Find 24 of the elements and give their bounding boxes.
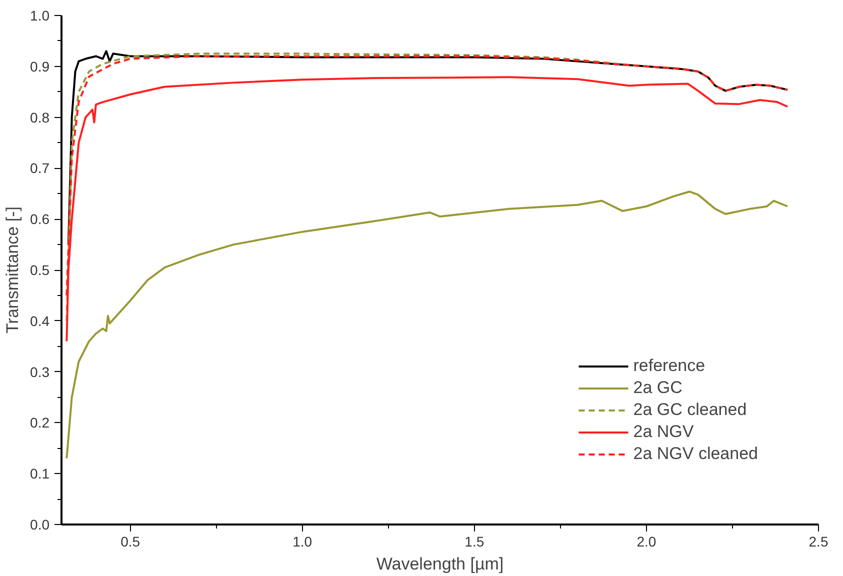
line-series (66, 190, 789, 460)
legend-label: 2a NGV cleaned (633, 444, 758, 464)
y-tick-label: 0.1 (30, 466, 50, 482)
y-tick-label: 0.9 (30, 58, 50, 74)
legend-label: 2a GC (633, 378, 682, 398)
y-tick-label: 0.6 (30, 211, 50, 228)
legend-label: 2a GC cleaned (633, 400, 747, 420)
y-tick-label: 0.8 (30, 109, 50, 126)
y-tick-label: 0.3 (30, 364, 50, 380)
x-tick-label: 0.5 (120, 534, 140, 550)
x-tick-label: 2.0 (636, 534, 656, 550)
x-axis-title: Wavelength [µm] (376, 554, 504, 574)
x-tick-label: 2.5 (808, 534, 828, 550)
y-tick-label: 0.0 (30, 516, 50, 532)
y-tick-label: 0.4 (30, 312, 50, 329)
y-tick-label: 0.2 (30, 414, 50, 431)
y-tick-label: 0.5 (30, 262, 50, 278)
y-tick-label: 0.7 (30, 160, 50, 176)
legend-label: 2a NGV (633, 422, 694, 442)
x-tick-label: 1.5 (464, 534, 484, 550)
y-tick-label: 1.0 (30, 8, 50, 24)
y-axis-title: Transmittance [-] (3, 206, 22, 334)
x-tick-label: 1.0 (292, 534, 312, 550)
legend-label: reference (633, 356, 706, 376)
